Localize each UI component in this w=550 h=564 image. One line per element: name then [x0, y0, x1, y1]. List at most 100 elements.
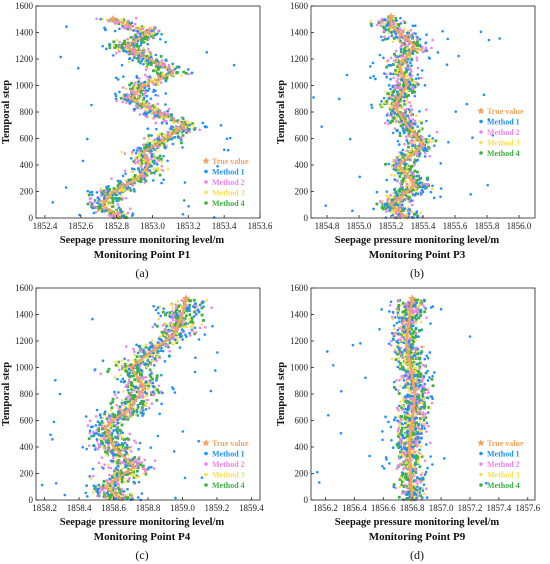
point-method-2: [153, 138, 156, 142]
point-method-4: [132, 176, 136, 179]
point-method-2: [416, 66, 420, 70]
point-method-4: [148, 142, 152, 145]
point-method-1: [156, 341, 160, 344]
point-method-1: [158, 412, 161, 416]
point-method-2: [163, 110, 166, 114]
point-method-1: [389, 77, 392, 81]
point-method-1: [395, 162, 398, 165]
series-method-1: [40, 300, 219, 502]
panel-p1: 1852.4 1852.6 1852.8 1853.0 1853.2 1853.4 1853…: [0, 0, 275, 282]
point-method-1: [95, 432, 99, 435]
point-method-3: [134, 413, 138, 417]
point-true-value: [143, 149, 147, 153]
panel-subtitle: Monitoring Point P4: [94, 531, 191, 543]
point-method-2: [115, 51, 118, 55]
point-method-3: [398, 106, 402, 109]
point-method-1: [135, 57, 139, 60]
point-method-1: [100, 419, 104, 423]
point-method-3: [119, 48, 123, 52]
point-method-4: [401, 177, 405, 181]
point-method-2: [157, 145, 161, 149]
point-method-4: [167, 137, 171, 141]
point-method-1: [418, 38, 422, 41]
point-method-1: [134, 36, 138, 39]
point-method-2: [404, 176, 408, 180]
point-method-4: [188, 299, 192, 303]
point-method-2: [409, 28, 413, 32]
point-method-1: [167, 328, 170, 332]
point-method-1: [385, 75, 388, 79]
point-method-4: [417, 174, 420, 178]
point-method-3: [179, 117, 183, 121]
x-axis: 1852.4 1852.6 1852.8 1853.0 1853.2 1853.4 1853…: [33, 215, 273, 231]
point-method-3: [101, 445, 104, 449]
point-method-2: [126, 211, 130, 215]
point-method-4: [411, 89, 415, 92]
point-method-1: [385, 190, 389, 193]
point-method-4: [151, 69, 155, 73]
point-method-1: [159, 314, 162, 318]
point-method-3: [155, 149, 159, 152]
point-method-2: [160, 164, 164, 168]
point-method-1: [155, 379, 158, 382]
point-method-1: [416, 125, 419, 129]
point-true-value: [138, 358, 142, 362]
point-method-2: [98, 491, 102, 494]
point-true-value: [145, 105, 148, 109]
point-method-2: [174, 306, 178, 310]
point-method-1: [174, 67, 177, 71]
point-method-4: [175, 341, 179, 345]
point-method-1: [136, 414, 140, 417]
point-method-1: [102, 467, 105, 470]
point-method-3: [192, 123, 195, 127]
point-method-3: [107, 463, 110, 467]
point-method-1: [122, 75, 125, 78]
point-method-2: [110, 214, 113, 218]
point-true-value: [107, 208, 111, 211]
point-method-1: [150, 152, 154, 156]
point-method-2: [393, 59, 397, 63]
point-true-value: [111, 419, 115, 423]
point-method-2: [104, 189, 108, 193]
point-method-3: [145, 365, 149, 368]
point-method-1: [411, 144, 414, 148]
point-method-4: [140, 373, 143, 377]
point-method-4: [178, 322, 182, 326]
legend-marker-true-value: [477, 107, 485, 115]
point-method-4: [172, 128, 176, 132]
point-method-1: [152, 88, 156, 92]
point-method-3: [408, 149, 412, 153]
point-method-4: [399, 171, 403, 175]
point-method-1: [419, 192, 423, 196]
point-method-4: [420, 350, 424, 354]
point-method-4: [105, 192, 109, 196]
panel-letter: (c): [135, 548, 148, 562]
point-method-1: [81, 445, 85, 449]
point-method-1: [140, 41, 143, 45]
point-method-4: [147, 134, 151, 137]
point-method-4: [407, 48, 411, 52]
point-true-value: [110, 191, 114, 195]
point-method-2: [99, 189, 102, 193]
point-method-4: [397, 303, 401, 307]
point-method-4: [402, 316, 406, 320]
point-method-2: [139, 107, 142, 110]
point-method-4: [403, 417, 407, 421]
point-method-4: [111, 415, 115, 419]
point-method-4: [413, 169, 417, 173]
point-method-4: [117, 197, 121, 200]
point-method-1: [408, 73, 412, 76]
point-method-4: [134, 33, 138, 37]
point-method-4: [427, 406, 431, 409]
point-method-4: [416, 430, 420, 434]
point-method-1: [133, 44, 136, 47]
point-true-value: [111, 211, 115, 215]
y-tick-label: 200: [20, 469, 34, 479]
point-method-2: [121, 100, 124, 104]
point-method-1: [394, 32, 398, 36]
point-method-1: [143, 172, 147, 175]
point-method-1: [142, 348, 145, 352]
point-method-2: [401, 52, 404, 56]
point-method-1: [424, 41, 428, 44]
